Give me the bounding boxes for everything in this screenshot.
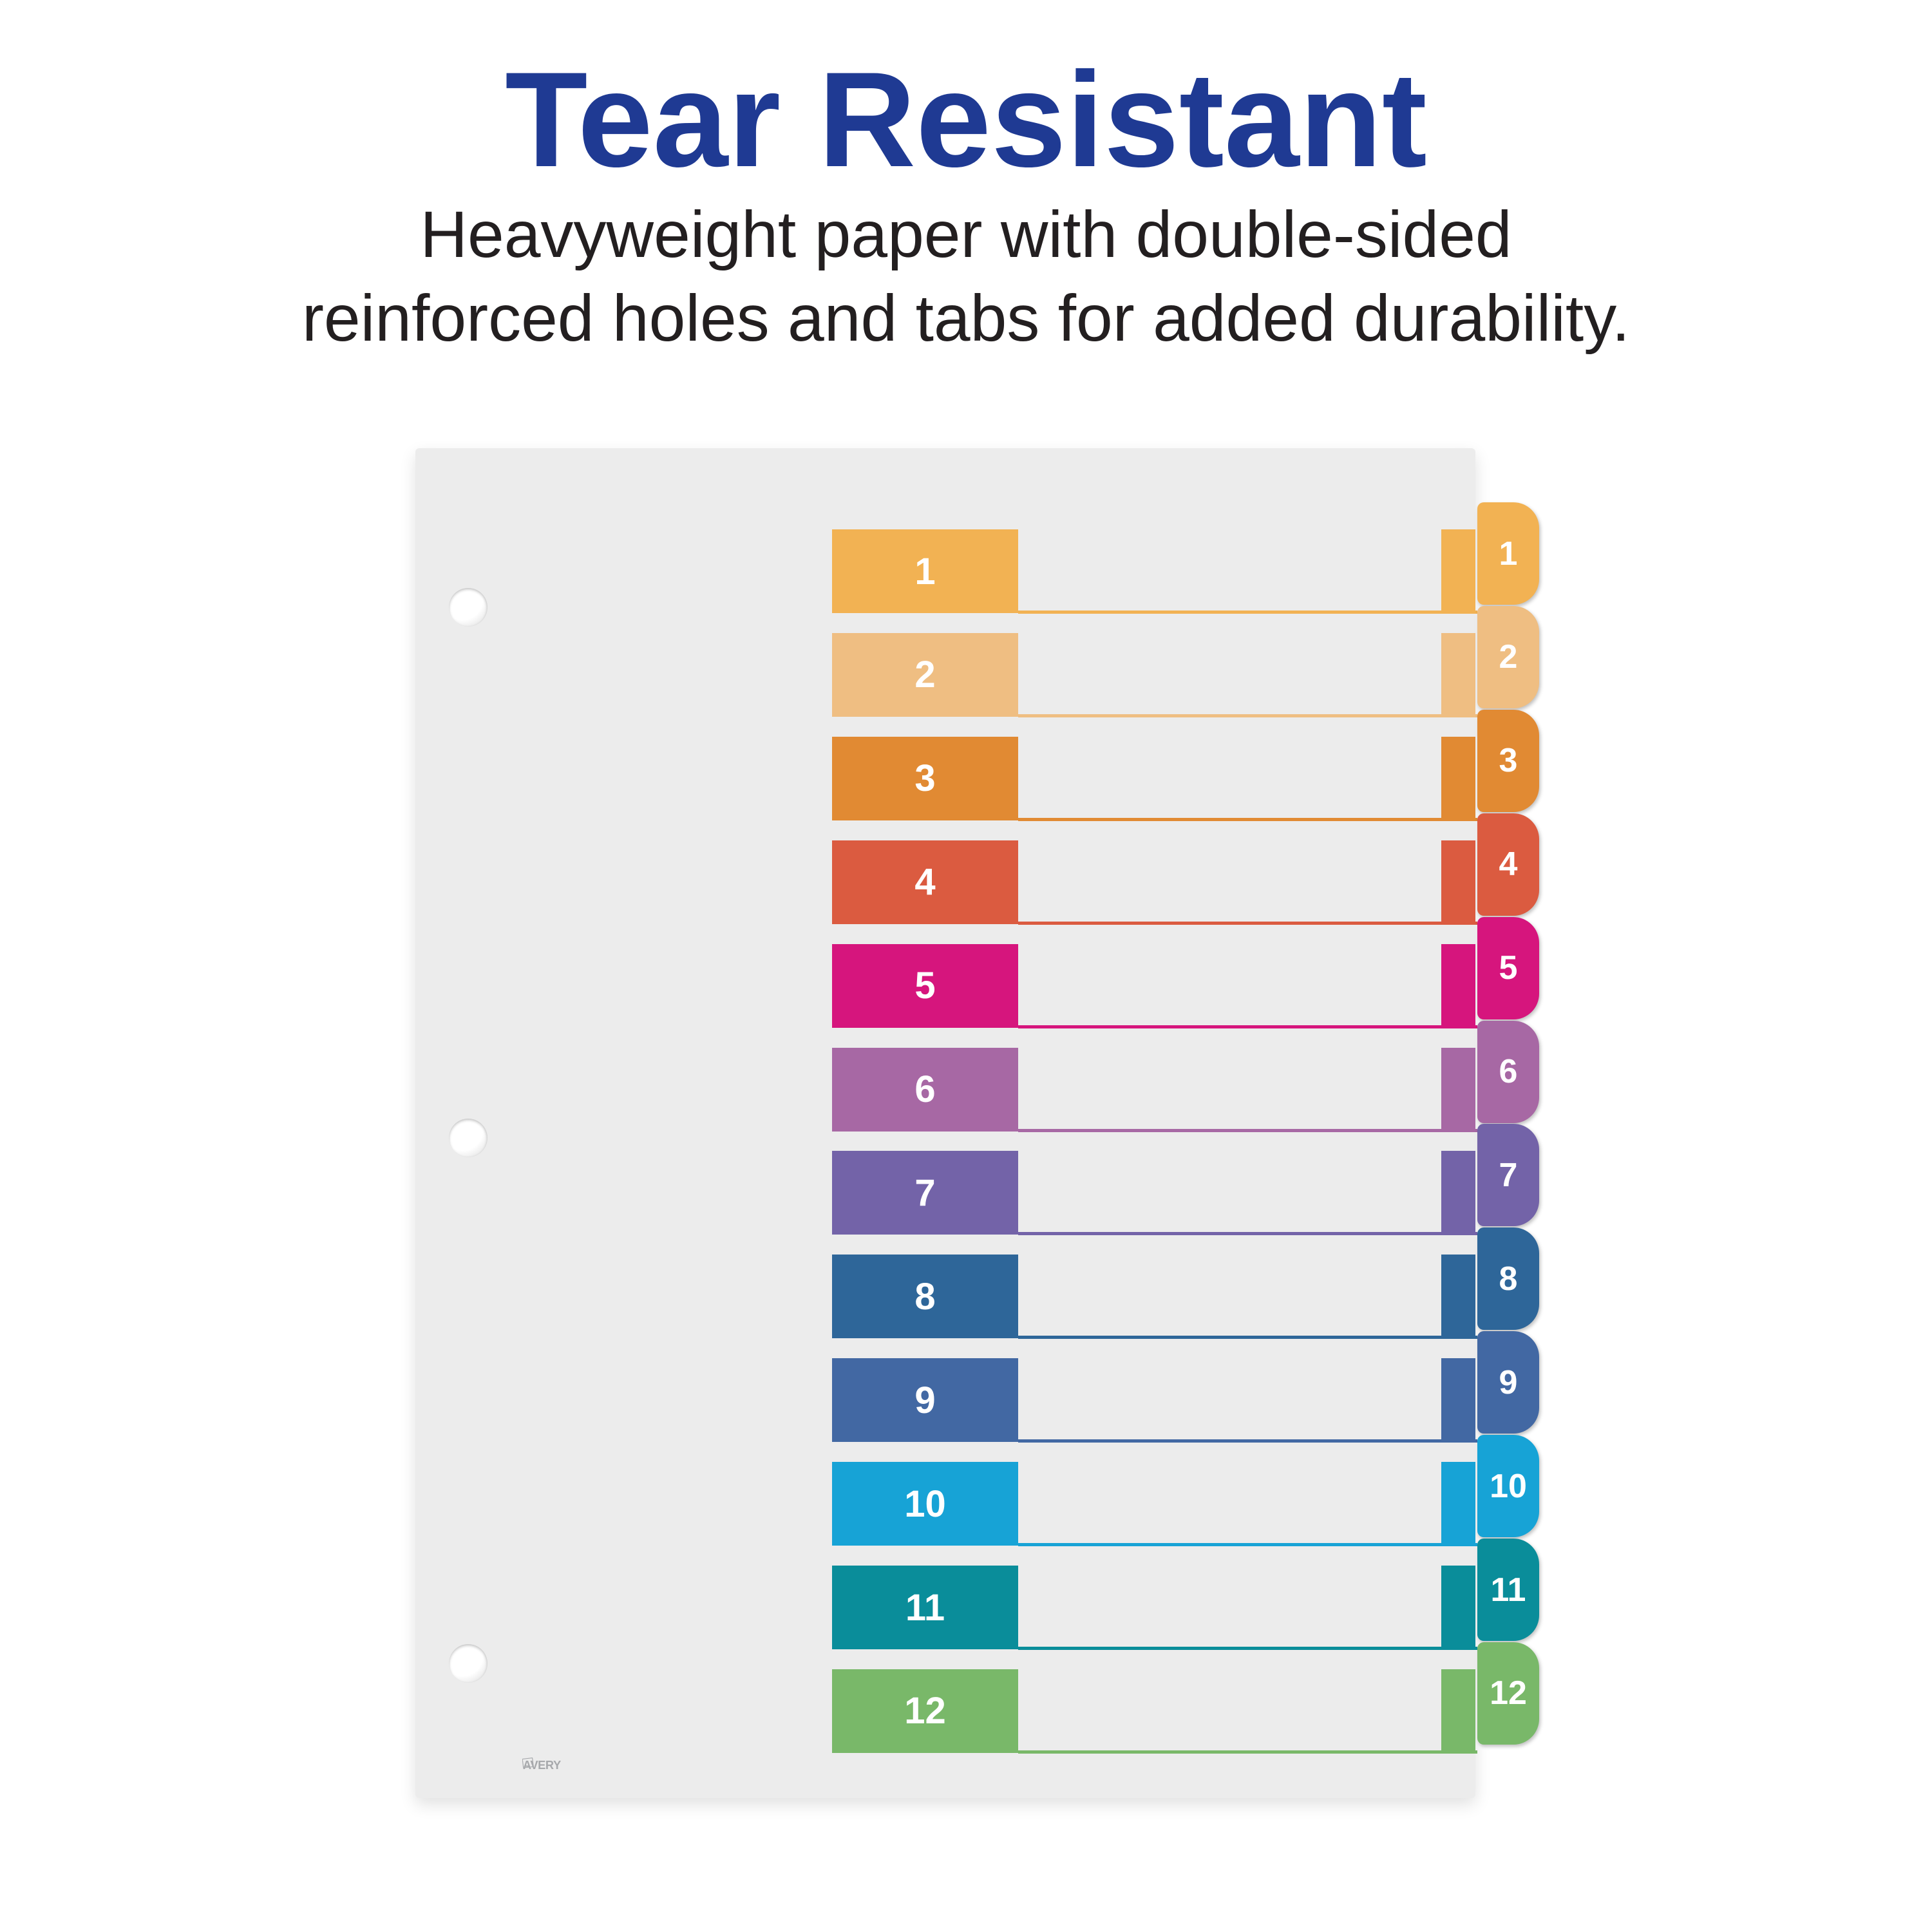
svg-text:AVERY: AVERY	[523, 1758, 561, 1772]
